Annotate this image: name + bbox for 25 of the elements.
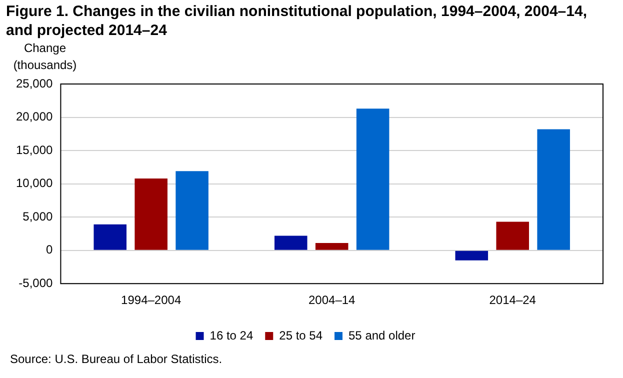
bar [455, 250, 488, 260]
x-tick-label: 2004–14 [308, 293, 356, 308]
y-tick-label: 25,000 [16, 76, 54, 90]
bar [315, 243, 348, 250]
bar [537, 129, 570, 250]
chart-title: Figure 1. Changes in the civilian noninstitutional population, 1994–2004, 2004–14, and projected 2014–24 [6, 2, 588, 40]
y-tick-label: 20,000 [16, 110, 54, 124]
source-note: Source: U.S. Bureau of Labor Statistics. [10, 352, 222, 366]
y-tick-label: 10,000 [16, 176, 54, 190]
y-tick-label: 0 [46, 242, 54, 257]
legend-label: 55 and older [348, 328, 416, 342]
bar [496, 222, 530, 250]
bar [134, 178, 168, 250]
y-tick-label: 5,000 [22, 209, 54, 224]
x-tick-label: 1994–2004 [121, 293, 182, 308]
legend-label: 16 to 24 [210, 328, 254, 342]
y-axis-title: Change (thousands) [12, 40, 78, 74]
bar [94, 224, 126, 250]
y-tick-label: 15,000 [16, 142, 54, 157]
x-tick-label: 2014–24 [489, 293, 536, 308]
bar [176, 171, 208, 250]
bar [274, 236, 308, 250]
legend-label: 25 to 54 [279, 328, 323, 342]
bar [356, 108, 390, 250]
y-tick-label: -5,000 [18, 276, 54, 290]
